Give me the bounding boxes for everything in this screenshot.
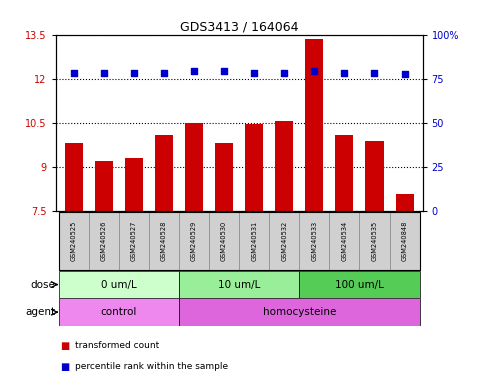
Bar (366, 141, 384, 211)
Text: 100 um/L: 100 um/L (335, 280, 384, 290)
Bar (299, 212, 329, 270)
Point (220, 68, 228, 74)
Bar (58, 298, 179, 326)
Bar (149, 212, 179, 270)
Bar (179, 212, 209, 270)
Text: agent: agent (26, 307, 56, 317)
Text: GSM240532: GSM240532 (281, 221, 287, 261)
Point (280, 70, 288, 76)
Bar (389, 212, 420, 270)
Bar (269, 212, 299, 270)
Text: 10 um/L: 10 um/L (218, 280, 260, 290)
Text: ■: ■ (60, 341, 70, 351)
Bar (396, 194, 413, 211)
Bar (335, 135, 354, 211)
Text: 0 um/L: 0 um/L (101, 280, 137, 290)
Text: homocysteine: homocysteine (263, 307, 336, 317)
Text: transformed count: transformed count (75, 341, 159, 350)
Bar (215, 144, 233, 211)
Text: GSM240527: GSM240527 (131, 221, 137, 261)
Point (401, 71, 409, 78)
Point (250, 70, 258, 76)
Bar (89, 212, 119, 270)
Point (190, 68, 198, 74)
Bar (119, 212, 149, 270)
Bar (58, 212, 89, 270)
Text: GSM240528: GSM240528 (161, 221, 167, 261)
Bar (239, 212, 269, 270)
Bar (299, 271, 420, 298)
Text: GSM240526: GSM240526 (100, 221, 107, 261)
Bar (58, 271, 179, 298)
Bar (329, 212, 359, 270)
Point (341, 70, 348, 76)
Bar (359, 212, 389, 270)
Text: control: control (100, 307, 137, 317)
Text: GSM240529: GSM240529 (191, 221, 197, 261)
Bar (179, 271, 299, 298)
Bar (275, 121, 293, 211)
Bar (125, 158, 143, 211)
Text: GSM240535: GSM240535 (371, 221, 378, 261)
Text: dose: dose (30, 280, 56, 290)
Bar (185, 123, 203, 211)
Bar (209, 212, 239, 270)
Bar (95, 161, 113, 211)
Point (70, 70, 77, 76)
Text: GSM240534: GSM240534 (341, 221, 347, 261)
Title: GDS3413 / 164064: GDS3413 / 164064 (180, 20, 298, 33)
Bar (179, 298, 420, 326)
Bar (305, 39, 323, 211)
Text: GSM240533: GSM240533 (312, 221, 317, 261)
Point (311, 68, 318, 74)
Point (100, 70, 108, 76)
Text: GSM240530: GSM240530 (221, 221, 227, 261)
Bar (245, 124, 263, 211)
Text: percentile rank within the sample: percentile rank within the sample (75, 362, 228, 371)
Text: ■: ■ (60, 362, 70, 372)
Bar (155, 135, 173, 211)
Text: GSM240525: GSM240525 (71, 221, 77, 261)
Text: GSM240848: GSM240848 (401, 221, 408, 261)
Text: GSM240531: GSM240531 (251, 221, 257, 261)
Bar (65, 144, 83, 211)
Point (160, 70, 168, 76)
Point (130, 70, 138, 76)
Point (370, 70, 378, 76)
